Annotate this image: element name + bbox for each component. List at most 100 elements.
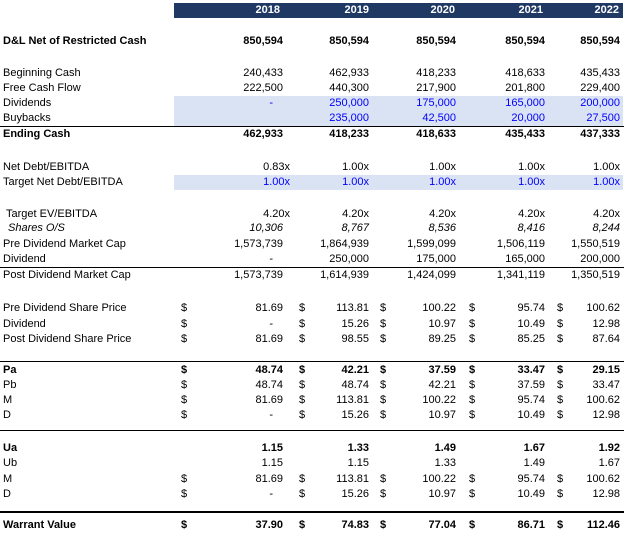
divider [0,361,624,362]
currency-symbol: $ [380,333,387,345]
cell-value: 1.00x [518,176,545,188]
cell-value: 175,000 [416,253,456,265]
currency-symbol: $ [557,488,564,500]
cell-value: 1.49 [434,442,456,454]
year-2018: 2018 [255,4,280,16]
currency-symbol: $ [380,519,387,531]
currency-symbol: $ [380,318,387,330]
cell-value: 1.15 [347,457,369,469]
currency-symbol: $ [469,394,476,406]
row-label: Dividend [3,253,46,265]
cell-value: 15.26 [341,409,369,421]
row-net-debt: Net Debt/EBITDA 0.83x 1.00x 1.00x 1.00x … [0,160,624,175]
cell-value: 4.20x [518,208,545,220]
cell-value: 77.04 [428,519,456,531]
currency-symbol: $ [557,409,564,421]
row-fcf: Free Cash Flow 222,500 440,300 217,900 2… [0,81,624,96]
cell-value: 12.98 [592,318,620,330]
cell-value: 1.00x [342,161,369,173]
cell-value: 95.74 [517,302,545,314]
cell-value: 113.81 [336,302,369,314]
cell-value: - [269,97,273,109]
cell-value: 29.15 [592,364,620,376]
cell-value: - [269,318,273,330]
row-label: Shares O/S [8,222,65,234]
row-dividends: Dividends - 250,000 175,000 165,000 200,… [0,96,624,111]
cell-value: 250,000 [329,253,369,265]
currency-symbol: $ [181,302,188,314]
cell-value: 87.64 [592,333,620,345]
currency-symbol: $ [380,488,387,500]
currency-symbol: $ [557,394,564,406]
cell-value: 85.25 [517,333,545,345]
cell-value: 98.55 [341,333,369,345]
row-post-div-price: Post Dividend Share Price $ 81.69 $ 98.5… [0,332,624,347]
cell-value: 1,573,739 [234,269,283,281]
cell-value: 165,000 [505,253,545,265]
cell-value: 48.74 [255,379,283,391]
currency-symbol: $ [557,302,564,314]
cell-value: 1.15 [261,442,283,454]
cell-value: 86.71 [517,519,545,531]
row-label: M [3,394,13,406]
cell-value: 112.46 [586,519,620,531]
cell-value: 1,341,119 [496,269,545,281]
cell-value: 440,300 [329,82,369,94]
cell-value: 33.47 [517,364,545,376]
row-label: Dividends [3,97,52,109]
year-2019: 2019 [344,4,369,16]
cell-value: 37.59 [428,364,456,376]
currency-symbol: $ [380,394,387,406]
year-2021: 2021 [518,4,543,16]
cell-value: 48.74 [255,364,283,376]
cell-value: 1,573,739 [234,238,283,250]
row-target-net-debt: Target Net Debt/EBITDA 1.00x 1.00x 1.00x… [0,175,624,190]
cell-value: 100.62 [586,473,620,485]
cell-value: 4.20x [429,208,456,220]
target-net-debt-shade [174,175,623,190]
currency-symbol: $ [469,473,476,485]
currency-symbol: $ [299,519,306,531]
currency-symbol: $ [469,488,476,500]
cell-value: 81.69 [255,473,283,485]
currency-symbol: $ [469,519,476,531]
cell-value: 1.00x [593,161,620,173]
currency-symbol: $ [299,333,306,345]
currency-symbol: $ [469,302,476,314]
cell-value: 42.21 [341,364,369,376]
cell-value: 113.81 [336,473,369,485]
currency-symbol: $ [380,409,387,421]
cell-value: 8,767 [341,222,369,234]
row-d2: D $ - $ 15.26 $ 10.97 $ 10.49 $ 12.98 [0,487,624,502]
cell-value: 8,536 [428,222,456,234]
row-label: M [3,473,13,485]
cell-value: 0.83x [263,161,290,173]
row-target-ev: Target EV/EBITDA 4.20x 4.20x 4.20x 4.20x… [0,207,624,222]
year-header: 2018 2019 2020 2021 2022 [174,3,623,18]
currency-symbol: $ [181,488,188,500]
row-label: Post Dividend Share Price [3,333,132,345]
currency-symbol: $ [181,333,188,345]
cell-value: 100.22 [422,302,456,314]
currency-symbol: $ [181,409,188,421]
cell-value: 4.20x [263,208,290,220]
cell-value: 200,000 [580,97,620,109]
cell-value: 235,000 [329,112,369,124]
currency-symbol: $ [181,394,188,406]
row-begin-cash: Beginning Cash 240,433 462,933 418,233 4… [0,66,624,81]
cell-value: 1,350,519 [571,269,620,281]
currency-symbol: $ [299,473,306,485]
row-label: Pre Dividend Share Price [3,302,127,314]
cell-value: 100.22 [422,473,456,485]
cell-value: 850,594 [243,35,283,47]
row-m1: M $ 81.69 $ 113.81 $ 100.22 $ 95.74 $ 10… [0,393,624,408]
cell-value: 74.83 [341,519,369,531]
cell-value: 165,000 [505,97,545,109]
row-dl-net: D&L Net of Restricted Cash 850,594 850,5… [0,34,624,49]
cell-value: 1.15 [261,457,283,469]
cell-value: 850,594 [329,35,369,47]
currency-symbol: $ [299,302,306,314]
currency-symbol: $ [469,318,476,330]
cell-value: 10.49 [517,488,545,500]
cell-value: 437,333 [580,128,620,140]
